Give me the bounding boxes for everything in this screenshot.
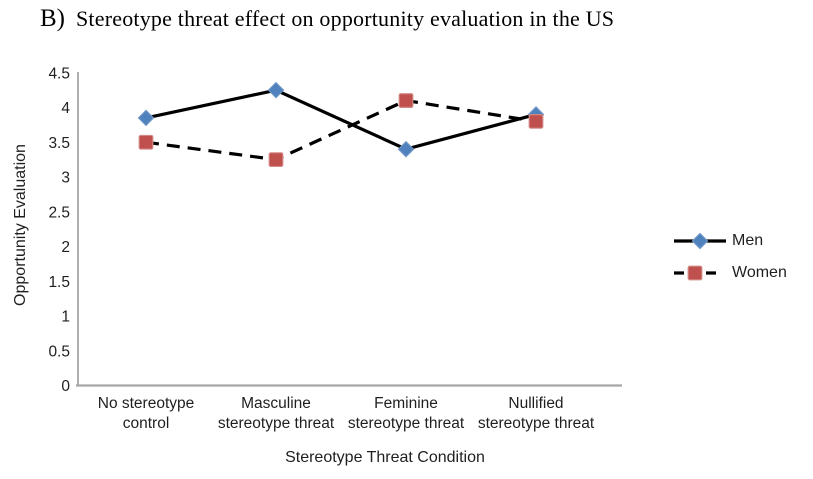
x-category-label: stereotype threat xyxy=(218,415,335,432)
y-tick-label: 4.5 xyxy=(48,65,70,82)
x-category-label: No stereotype xyxy=(98,395,195,412)
women-data-point-marker xyxy=(528,113,544,129)
x-category-label: control xyxy=(123,415,170,432)
x-axis-title: Stereotype Threat Condition xyxy=(285,449,485,466)
legend-item-men: Men xyxy=(672,228,787,254)
y-tick-label: 1.5 xyxy=(48,274,70,291)
women-series-line xyxy=(145,98,537,162)
y-tick-label: 0 xyxy=(61,378,70,395)
women-data-point-marker xyxy=(398,93,414,108)
men-data-point-marker xyxy=(137,109,155,127)
chart-legend: Men Women xyxy=(672,228,787,292)
women-data-point-marker xyxy=(268,152,284,168)
chart-title-prefix: B) xyxy=(40,5,65,32)
y-tick-label: 2 xyxy=(61,239,70,256)
legend-item-women: Women xyxy=(672,260,787,286)
women-data-point-marker xyxy=(138,134,154,150)
y-tick-label: 3.5 xyxy=(48,135,70,152)
x-category-label: Feminine xyxy=(374,395,438,412)
x-category-label: Nullified xyxy=(508,395,563,412)
y-tick-label: 3 xyxy=(61,170,70,187)
men-legend-swatch-icon xyxy=(674,232,726,250)
men-legend-label: Men xyxy=(732,232,764,249)
y-tick-label: 0.5 xyxy=(48,343,70,360)
x-category-label: Masculine xyxy=(241,395,311,412)
women-data-point-marker xyxy=(687,265,703,281)
women-legend-label: Women xyxy=(732,264,787,281)
x-category-label: stereotype threat xyxy=(348,415,465,432)
y-tick-label: 1 xyxy=(61,309,70,326)
x-category-label: stereotype threat xyxy=(478,415,595,432)
y-axis-title: Opportunity Evaluation xyxy=(12,144,29,306)
men-data-point-marker xyxy=(267,81,285,99)
chart-title-text: Stereotype threat effect on opportunity … xyxy=(76,6,615,31)
chart-title: B) Stereotype threat effect on opportunit… xyxy=(40,5,614,33)
women-legend-swatch-icon xyxy=(674,265,716,281)
men-data-point-marker xyxy=(691,232,709,250)
men-data-point-marker xyxy=(397,140,415,158)
men-series-line xyxy=(145,88,537,151)
y-tick-label: 4 xyxy=(61,100,70,117)
y-tick-label: 2.5 xyxy=(48,204,70,221)
